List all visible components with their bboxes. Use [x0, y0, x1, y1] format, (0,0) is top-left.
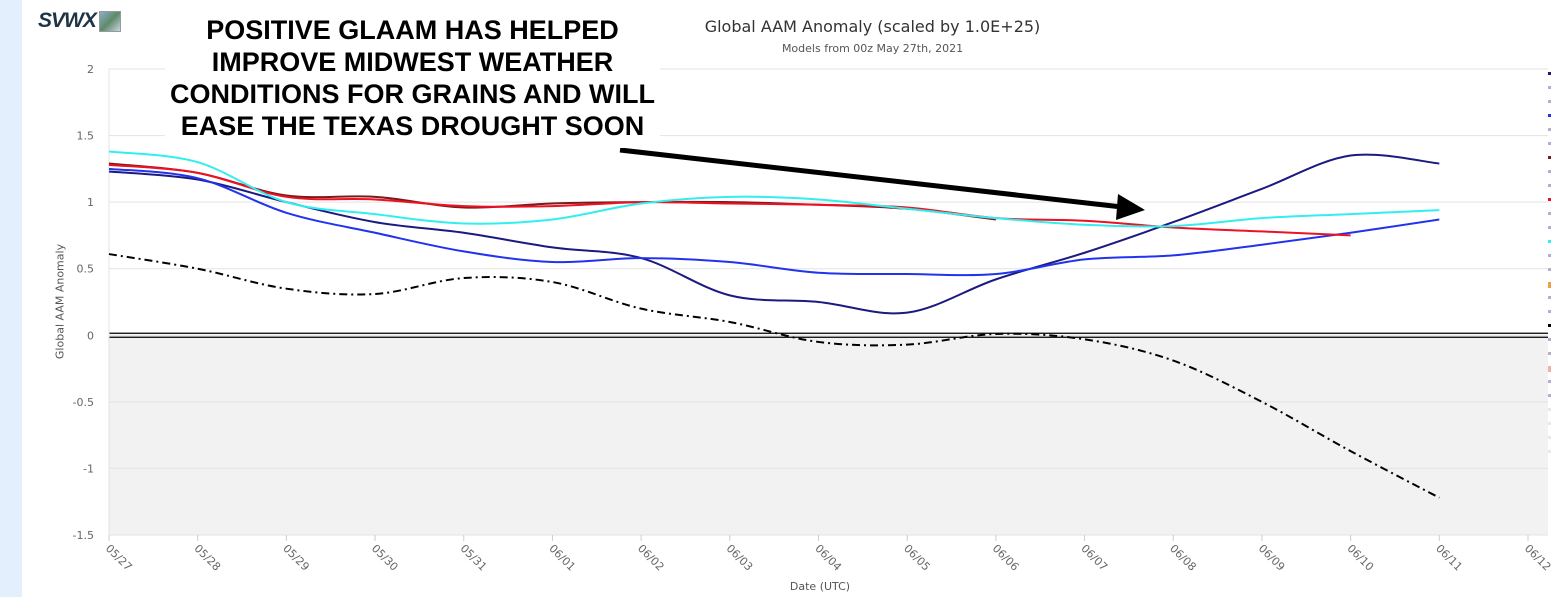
y-tick-label: 2: [87, 63, 94, 76]
legend-marker: [1548, 114, 1551, 117]
logo-text: SVWX: [38, 9, 97, 32]
legend-marker: [1548, 198, 1551, 201]
x-tick-label: 06/04: [812, 542, 844, 574]
legend-marker: [1548, 184, 1551, 187]
x-tick-label: 05/27: [103, 542, 135, 574]
y-tick-label: 0: [87, 329, 94, 342]
x-tick-label: 06/10: [1345, 542, 1377, 574]
legend-marker: [1548, 394, 1551, 397]
x-tick-label: 06/03: [724, 542, 756, 574]
y-tick-label: 1.5: [77, 130, 95, 143]
legend-marker: [1548, 282, 1551, 288]
chart-title: Global AAM Anomaly (scaled by 1.0E+25): [704, 17, 1041, 36]
x-tick-label: 05/29: [280, 542, 312, 574]
legend-marker: [1548, 86, 1551, 89]
y-tick-label: -0.5: [73, 396, 94, 409]
x-axis-label: Date (UTC): [789, 580, 851, 593]
x-tick-label: 06/07: [1078, 542, 1110, 574]
negative-region: [109, 335, 1548, 535]
x-tick-label: 06/08: [1167, 542, 1199, 574]
x-tick-label: 05/28: [192, 542, 224, 574]
annotation-text: POSITIVE GLAAM HAS HELPED IMPROVE MIDWES…: [165, 14, 660, 148]
legend-marker: [1548, 268, 1551, 271]
x-tick-label: 06/01: [546, 542, 578, 574]
legend-marker: [1548, 422, 1551, 425]
legend-marker: [1548, 100, 1551, 103]
legend-marker: [1548, 324, 1551, 327]
series-line-darkred: [108, 162, 996, 221]
legend-marker: [1548, 156, 1551, 159]
legend-marker: [1548, 436, 1551, 439]
x-tick-label: 06/12: [1522, 542, 1551, 574]
x-tick-label: 05/30: [369, 542, 401, 574]
legend-marker: [1548, 380, 1551, 383]
annotation-arrow: [619, 147, 1123, 210]
legend-marker: [1548, 128, 1551, 131]
legend-marker: [1548, 254, 1551, 257]
y-tick-label: -1.5: [73, 529, 94, 542]
y-axis-label: Global AAM Anomaly: [53, 243, 67, 360]
legend-marker: [1548, 310, 1551, 313]
series-line-cyan: [108, 150, 1440, 228]
series-line-blue: [108, 167, 1440, 277]
legend-marker: [1548, 142, 1551, 145]
series-line-observed: [108, 253, 1440, 499]
legend-marker: [1548, 226, 1551, 229]
legend-marker: [1548, 338, 1551, 341]
legend-marker: [1548, 366, 1551, 372]
x-tick-label: 06/06: [990, 542, 1022, 574]
legend-marker: [1548, 450, 1551, 453]
y-tick-label: 1: [87, 196, 94, 209]
legend-marker: [1548, 296, 1551, 299]
legend-marker: [1548, 212, 1551, 215]
left-sidebar: [0, 0, 22, 597]
x-tick-label: 06/02: [635, 542, 667, 574]
legend-marker: [1548, 240, 1551, 243]
legend-marker: [1548, 408, 1551, 411]
logo: SVWX: [38, 9, 121, 33]
x-tick-label: 06/11: [1433, 542, 1465, 574]
logo-map-icon: [98, 10, 121, 32]
legend-marker: [1548, 170, 1551, 173]
annotation-arrowhead: [1116, 194, 1145, 220]
x-tick-label: 05/31: [458, 542, 490, 574]
x-tick-label: 06/09: [1256, 542, 1288, 574]
legend-marker: [1548, 352, 1551, 355]
chart-subtitle: Models from 00z May 27th, 2021: [781, 42, 964, 55]
y-tick-label: -1: [83, 462, 94, 475]
x-tick-label: 06/05: [901, 542, 933, 574]
legend-marker: [1548, 72, 1551, 75]
series-line-navy: [108, 153, 1440, 315]
y-tick-label: 0.5: [77, 263, 95, 276]
